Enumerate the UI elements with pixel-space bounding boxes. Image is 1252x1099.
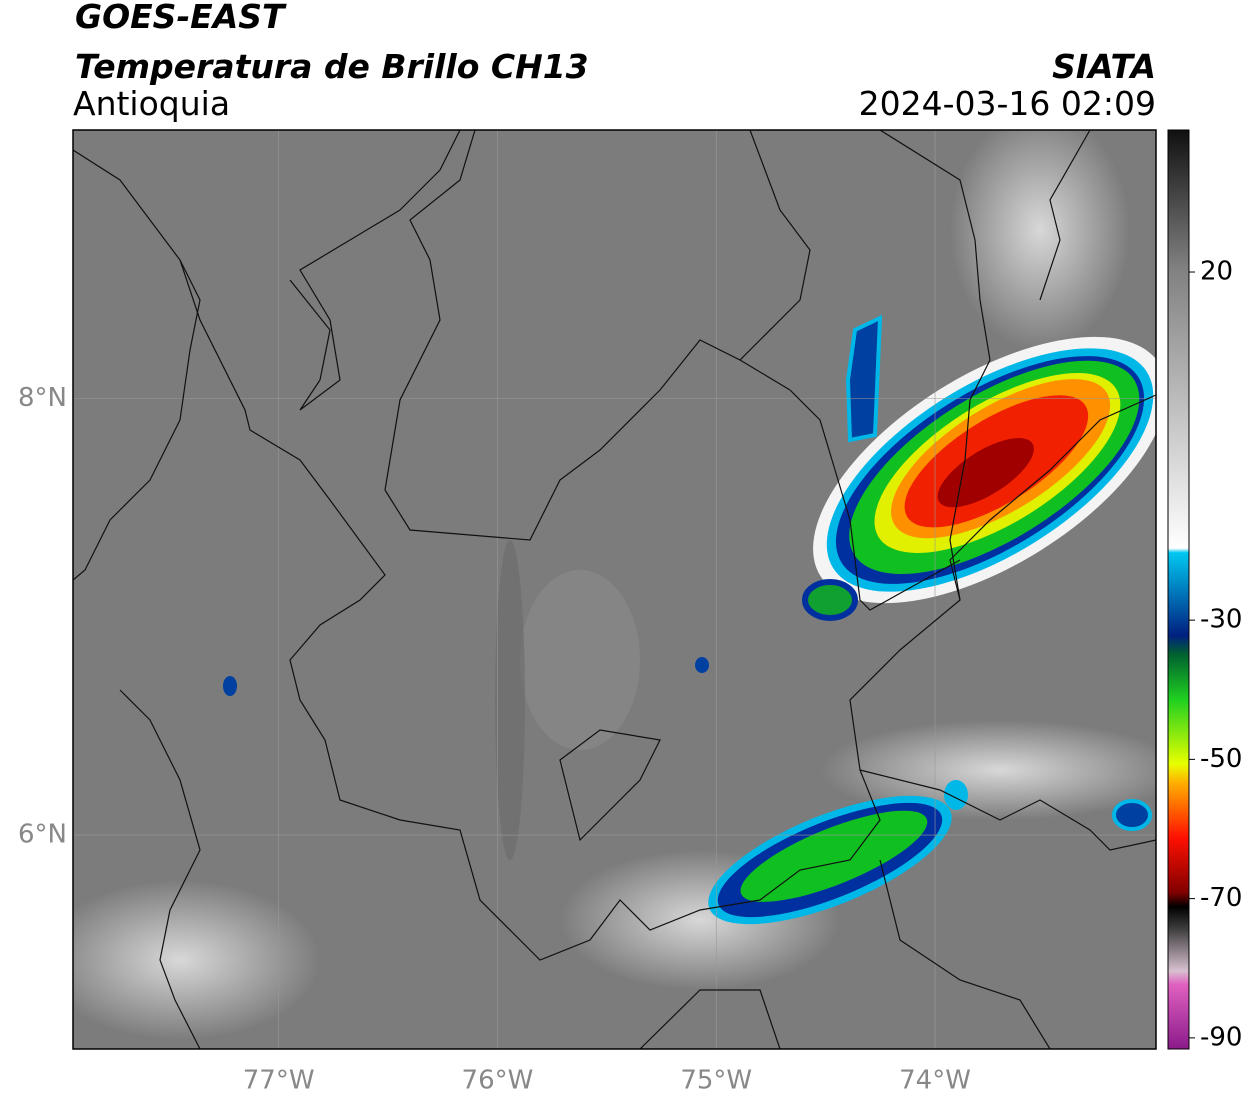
x-tick-label: 75°W	[680, 1066, 752, 1096]
storm	[802, 579, 858, 621]
department-border	[879, 859, 1051, 1049]
cloud	[950, 130, 1130, 350]
grid	[73, 130, 1156, 1049]
product: Temperatura de Brillo CH13	[75, 47, 589, 86]
y-tick-label: 8°N	[18, 383, 67, 413]
colorbar-tick-label: -30	[1200, 605, 1242, 635]
region: Antioquia	[73, 84, 230, 123]
storm	[695, 657, 709, 673]
satellite: GOES-EAST	[75, 0, 287, 36]
department-border	[384, 130, 811, 541]
storm	[845, 314, 883, 443]
cloud	[73, 880, 320, 1040]
y-tick-label: 6°N	[18, 820, 67, 850]
coastline	[119, 689, 201, 1049]
department-border	[859, 769, 1156, 851]
colorbar	[1167, 129, 1190, 1050]
country-border	[1039, 130, 1091, 301]
storm	[1112, 799, 1152, 831]
department-border	[879, 130, 991, 601]
storm	[813, 336, 1156, 604]
department-border	[639, 989, 781, 1049]
borders	[73, 130, 1156, 1049]
coastline	[73, 259, 201, 581]
cloud	[520, 570, 640, 750]
x-tick-label: 77°W	[243, 1066, 315, 1096]
colorbar-tick-label: -50	[1200, 744, 1242, 774]
ticks: 77°W 76°W 75°W 74°W 6°N 8°N -90 -70 -50 -30 20	[18, 257, 1242, 1096]
colorbar-tick-label: -90	[1200, 1022, 1242, 1052]
map-frame	[72, 129, 1157, 1050]
colorbar-tick-label: -70	[1200, 883, 1242, 913]
x-tick-label: 76°W	[462, 1066, 534, 1096]
storm	[944, 780, 968, 810]
coastline	[289, 130, 461, 411]
colorbar-tick-label: 20	[1200, 257, 1233, 287]
department-border	[739, 359, 961, 611]
cloud	[495, 540, 525, 860]
cloud	[820, 720, 1156, 820]
x-tick-label: 74°W	[899, 1066, 971, 1096]
department-border	[73, 149, 1156, 961]
storm	[223, 676, 237, 696]
source: SIATA	[1052, 47, 1156, 86]
map-image	[73, 130, 1156, 1049]
department-border	[559, 729, 661, 842]
datetime: 2024-03-16 02:09	[859, 84, 1156, 123]
department-border	[384, 130, 476, 491]
